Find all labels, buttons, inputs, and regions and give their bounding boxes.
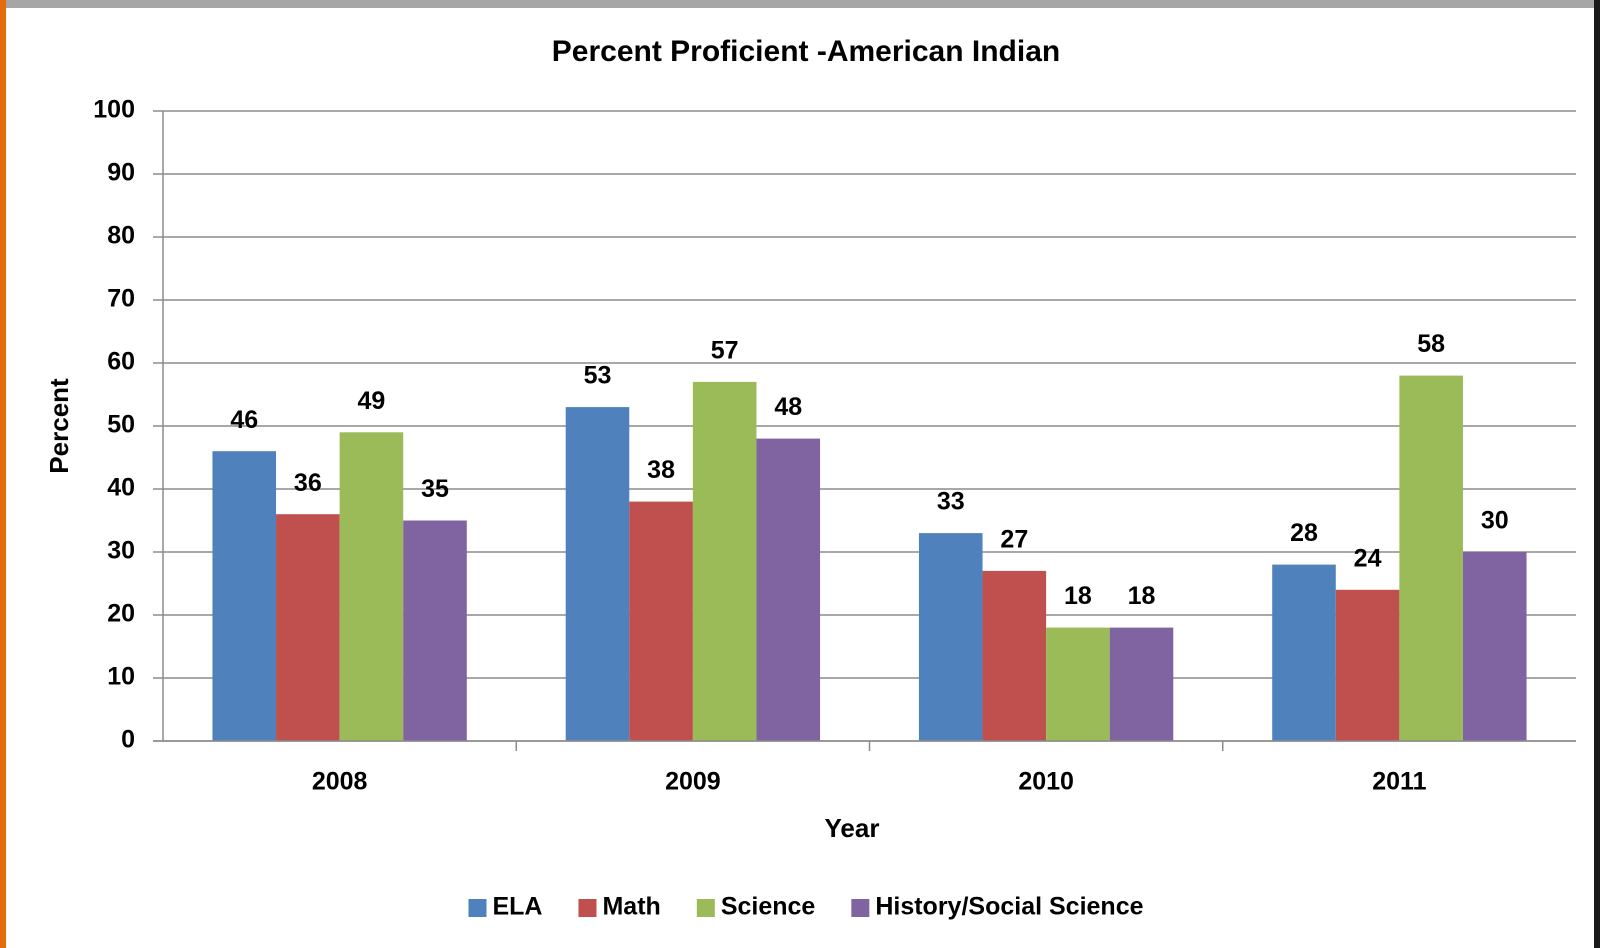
legend-swatch bbox=[696, 899, 715, 917]
data-label: 49 bbox=[358, 387, 386, 415]
data-label: 28 bbox=[1290, 519, 1318, 547]
y-tick-label: 50 bbox=[107, 411, 135, 439]
bar bbox=[982, 570, 1047, 741]
data-label: 35 bbox=[421, 475, 449, 503]
legend-swatch bbox=[468, 899, 487, 917]
right-frame bbox=[1594, 0, 1600, 948]
bar bbox=[1399, 375, 1463, 741]
chart-title: Percent Proficient -American Indian bbox=[552, 35, 1060, 68]
y-tick-label: 0 bbox=[121, 726, 135, 754]
y-tick-label: 20 bbox=[107, 600, 135, 628]
data-label: 30 bbox=[1481, 507, 1509, 535]
legend-label: History/Social Science bbox=[875, 893, 1143, 921]
bar bbox=[1109, 627, 1174, 741]
y-tick-label: 70 bbox=[107, 285, 135, 313]
top-frame bbox=[0, 0, 1600, 8]
bar bbox=[1335, 589, 1400, 741]
legend-label: ELA bbox=[492, 893, 542, 921]
bar bbox=[1046, 627, 1110, 741]
y-tick-label: 100 bbox=[93, 96, 135, 124]
bar bbox=[403, 520, 467, 741]
legend-swatch bbox=[578, 899, 597, 917]
data-label: 38 bbox=[647, 456, 675, 484]
data-label: 53 bbox=[584, 362, 612, 390]
bar bbox=[212, 451, 277, 741]
data-label: 33 bbox=[937, 488, 965, 516]
legend-swatch bbox=[851, 899, 870, 917]
data-label: 36 bbox=[294, 469, 322, 497]
data-label: 27 bbox=[1000, 526, 1028, 554]
bar bbox=[565, 407, 630, 741]
y-tick-label: 90 bbox=[107, 159, 135, 187]
x-tick-label: 2008 bbox=[312, 768, 368, 796]
x-tick-label: 2010 bbox=[1018, 768, 1074, 796]
bar bbox=[339, 432, 404, 741]
bar bbox=[692, 381, 757, 741]
legend-label: Science bbox=[721, 893, 816, 921]
y-tick-label: 10 bbox=[107, 663, 135, 691]
y-tick-label: 40 bbox=[107, 474, 135, 502]
bar bbox=[629, 501, 693, 741]
x-axis-title: Year bbox=[825, 813, 880, 843]
data-label: 48 bbox=[774, 393, 802, 421]
y-tick-label: 30 bbox=[107, 537, 135, 565]
data-label: 18 bbox=[1064, 582, 1092, 610]
bar bbox=[918, 533, 983, 741]
y-axis-title: Percent bbox=[44, 378, 74, 474]
x-tick-label: 2011 bbox=[1372, 768, 1426, 796]
y-tick-label: 80 bbox=[107, 222, 135, 250]
bar bbox=[276, 514, 340, 741]
x-tick-label: 2009 bbox=[665, 768, 721, 796]
bar bbox=[1272, 564, 1336, 741]
left-frame bbox=[0, 0, 6, 948]
legend-label: Math bbox=[602, 893, 660, 921]
data-label: 46 bbox=[230, 406, 258, 434]
bar bbox=[756, 438, 821, 741]
data-label: 57 bbox=[711, 337, 739, 365]
bar bbox=[1462, 552, 1527, 741]
data-label: 24 bbox=[1354, 544, 1382, 572]
data-label: 18 bbox=[1128, 582, 1156, 610]
y-tick-label: 60 bbox=[107, 348, 135, 376]
data-label: 58 bbox=[1417, 330, 1445, 358]
